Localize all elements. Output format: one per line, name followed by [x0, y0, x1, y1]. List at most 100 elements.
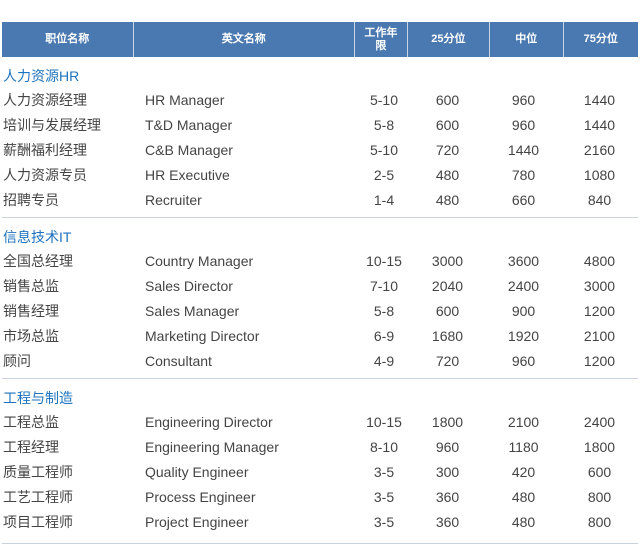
table-cell: 人力资源专员: [3, 167, 87, 183]
table-cell: 600: [435, 92, 460, 108]
table-cell: 人力资源经理: [3, 92, 87, 108]
table-cell: 7-10: [369, 278, 399, 294]
table-cell: 5-10: [369, 92, 399, 108]
table-cell: 600: [435, 303, 460, 319]
column-header: 职位名称: [2, 22, 134, 57]
section-title: 信息技术IT: [3, 229, 72, 245]
table-cell: 1440: [507, 142, 540, 158]
table-cell: HR Executive: [145, 167, 230, 183]
table-row: 顾问 Consultant 4-9 720 960 1200: [2, 349, 638, 374]
table-cell: 360: [435, 514, 460, 530]
section-title: 人力资源HR: [3, 68, 80, 84]
column-header: 工作年限: [355, 22, 408, 57]
table-cell: 10-15: [366, 414, 402, 430]
table-cell: 800: [587, 489, 612, 505]
column-header: 中位: [490, 22, 564, 57]
table-cell: 780: [511, 167, 536, 183]
table-row: 市场总监 Marketing Director 6-9 1680 1920 2100: [2, 324, 638, 349]
table-row: 培训与发展经理 T&D Manager 5-8 600 960 1440: [2, 113, 638, 138]
table-cell: 5-10: [369, 142, 399, 158]
table-row: 招聘专员 Recruiter 1-4 480 660 840: [2, 188, 638, 213]
table-cell: Recruiter: [145, 192, 202, 208]
table-cell: 960: [511, 117, 536, 133]
table-cell: 2100: [583, 328, 616, 344]
table-cell: 960: [511, 353, 536, 369]
table-cell: T&D Manager: [145, 117, 233, 133]
column-header: 英文名称: [134, 22, 356, 57]
table-cell: 5-8: [373, 117, 395, 133]
table-cell: Sales Director: [145, 278, 233, 294]
table-row: 工艺工程师 Process Engineer 3-5 360 480 800: [2, 485, 638, 510]
column-header: 75分位: [583, 33, 618, 45]
table-cell: 工艺工程师: [3, 489, 73, 505]
table-cell: 800: [587, 514, 612, 530]
table-cell: 1200: [583, 303, 616, 319]
salary-table: 职位名称 英文名称 工作年限 25分位 中位 75分位 人力资源HR 人力资源经理 HR Ma…: [2, 22, 638, 544]
table-row: 人力资源专员 HR Executive 2-5 480 780 1080: [2, 163, 638, 188]
table-cell: 质量工程师: [3, 464, 73, 480]
table-cell: 600: [435, 117, 460, 133]
table-cell: 1-4: [373, 192, 395, 208]
column-header: 25分位: [408, 22, 491, 57]
table-cell: 3-5: [373, 514, 395, 530]
table-cell: 3600: [507, 253, 540, 269]
table-cell: 360: [435, 489, 460, 505]
table-cell: 5-8: [373, 303, 395, 319]
table-cell: 960: [435, 439, 460, 455]
table-cell: 1440: [583, 92, 616, 108]
table-cell: 1800: [431, 414, 464, 430]
table-cell: 720: [435, 142, 460, 158]
table-cell: 项目工程师: [3, 514, 73, 530]
table-cell: 480: [435, 192, 460, 208]
table-cell: 2100: [507, 414, 540, 430]
table-row: 人力资源经理 HR Manager 5-10 600 960 1440: [2, 88, 638, 113]
table-cell: 1920: [507, 328, 540, 344]
table-row: 质量工程师 Quality Engineer 3-5 300 420 600: [2, 460, 638, 485]
table-cell: 6-9: [373, 328, 395, 344]
table-cell: 1180: [508, 439, 539, 455]
table-cell: Process Engineer: [145, 489, 256, 505]
table-header: 职位名称 英文名称 工作年限 25分位 中位 75分位: [2, 22, 638, 57]
table-row: 销售总监 Sales Director 7-10 2040 2400 3000: [2, 274, 638, 299]
table-cell: 2400: [583, 414, 616, 430]
table-cell: 2160: [583, 142, 616, 158]
table-cell: 840: [587, 192, 612, 208]
table-cell: 工程总监: [3, 414, 59, 430]
table-row: 项目工程师 Project Engineer 3-5 360 480 800: [2, 510, 638, 535]
table-cell: 720: [435, 353, 460, 369]
table-cell: 10-15: [366, 253, 402, 269]
table-cell: 3000: [583, 278, 616, 294]
table-cell: 培训与发展经理: [3, 117, 101, 133]
table-cell: 480: [511, 489, 536, 505]
table-cell: 工程经理: [3, 439, 59, 455]
table-row: 销售经理 Sales Manager 5-8 600 900 1200: [2, 299, 638, 324]
table-cell: 1680: [431, 328, 464, 344]
table-cell: Country Manager: [145, 253, 254, 269]
table-cell: 薪酬福利经理: [3, 142, 87, 158]
table-cell: 销售经理: [3, 303, 59, 319]
table-cell: Quality Engineer: [145, 464, 249, 480]
table-cell: 1200: [583, 353, 616, 369]
table-cell: 900: [511, 303, 536, 319]
table-row: 工程总监 Engineering Director 10-15 1800 2100 240…: [2, 410, 638, 435]
section-title: 工程与制造: [3, 390, 73, 406]
table-cell: 3-5: [373, 489, 395, 505]
table-section: 信息技术IT 全国总经理 Country Manager 10-15 3000 3600 4…: [2, 224, 638, 379]
table-cell: 2400: [507, 278, 540, 294]
table-cell: Consultant: [145, 353, 212, 369]
table-cell: 招聘专员: [3, 192, 59, 208]
table-cell: 1440: [583, 117, 616, 133]
table-cell: Project Engineer: [145, 514, 249, 530]
table-cell: 2-5: [373, 167, 395, 183]
table-cell: 480: [511, 514, 536, 530]
table-cell: 8-10: [369, 439, 399, 455]
table-cell: 300: [435, 464, 460, 480]
table-cell: 4800: [583, 253, 616, 269]
table-row: 全国总经理 Country Manager 10-15 3000 3600 4800: [2, 249, 638, 274]
table-cell: 销售总监: [3, 278, 59, 294]
table-cell: 960: [511, 92, 536, 108]
table-cell: 600: [587, 464, 612, 480]
table-cell: C&B Manager: [145, 142, 233, 158]
table-cell: 3-5: [373, 464, 395, 480]
table-section: 人力资源HR 人力资源经理 HR Manager 5-10 600 960 1440 培训与发…: [2, 63, 638, 218]
